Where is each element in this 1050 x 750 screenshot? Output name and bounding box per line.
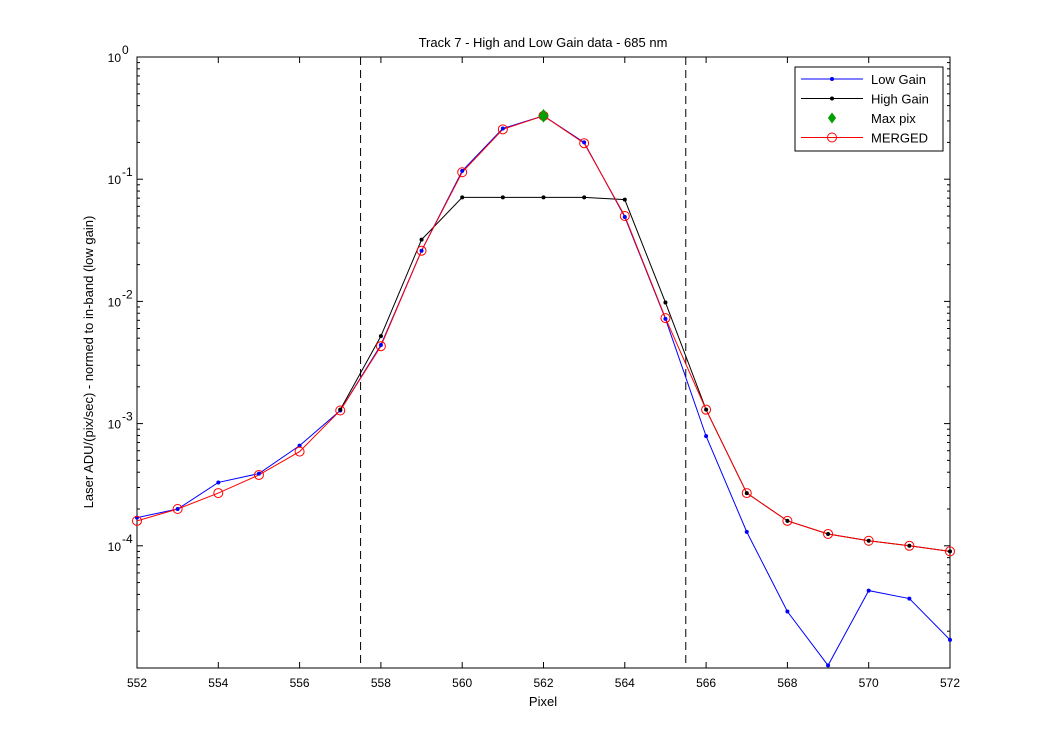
x-tick-label: 560 (452, 676, 472, 690)
y-tick-exponent: -1 (122, 165, 133, 179)
data-point-low-gain (704, 434, 709, 439)
x-tick-label: 554 (208, 676, 228, 690)
legend-label-merged: MERGED (871, 131, 928, 146)
x-tick-label: 568 (777, 676, 797, 690)
x-tick-label: 566 (696, 676, 716, 690)
data-point-merged (375, 341, 386, 352)
data-point-high-gain (704, 407, 709, 412)
data-point-merged (457, 167, 468, 178)
data-point-high-gain (338, 407, 343, 412)
data-point-high-gain (582, 195, 587, 200)
data-point-merged (701, 404, 712, 415)
data-point-high-gain (419, 237, 424, 242)
data-point-low-gain (256, 471, 261, 476)
legend-label-max-pix: Max pix (871, 111, 916, 126)
x-tick-label: 564 (615, 676, 635, 690)
data-point-merged (132, 515, 142, 526)
data-point-merged (335, 405, 346, 416)
x-tick-label: 558 (371, 676, 391, 690)
data-point-high-gain (460, 195, 465, 200)
data-point-high-gain (826, 531, 831, 536)
legend-label-low-gain: Low Gain (871, 72, 926, 87)
data-point-low-gain (866, 588, 871, 593)
data-point-merged (213, 488, 224, 499)
data-point-max-pix (538, 109, 549, 123)
y-tick-exponent: 0 (122, 43, 129, 57)
chart-title: Track 7 - High and Low Gain data - 685 n… (419, 35, 668, 50)
data-point-merged (823, 528, 834, 539)
legend: Low Gain High Gain Max pix MERGED (794, 66, 944, 152)
plot-area (136, 56, 951, 669)
y-axis-label: Laser ADU/(pix/sec) - normed to in-band … (81, 216, 96, 509)
data-point-low-gain (744, 529, 749, 534)
data-point-high-gain (500, 195, 505, 200)
data-point-merged (619, 210, 630, 221)
data-point-high-gain (907, 543, 912, 548)
y-tick-exponent: -3 (122, 410, 133, 424)
x-axis: 552 554 556 558 560 562 564 566 568 570 572 (127, 57, 960, 690)
data-point-low-gain (297, 443, 302, 448)
y-tick-exponent: -2 (122, 287, 133, 301)
legend-marker-high-gain (830, 96, 834, 101)
data-point-low-gain (216, 480, 221, 485)
y-tick-base: 10 (108, 418, 122, 432)
data-point-merged (904, 540, 915, 551)
vertical-reference-lines (360, 57, 687, 668)
y-tick-base: 10 (108, 295, 122, 309)
data-point-high-gain (744, 491, 749, 496)
data-point-merged (294, 446, 305, 457)
data-point-low-gain (622, 215, 627, 220)
legend-marker-low-gain (830, 77, 834, 81)
data-point-high-gain (622, 197, 627, 202)
data-point-merged (253, 469, 264, 480)
data-point-high-gain (785, 518, 790, 523)
data-point-merged (497, 124, 508, 135)
data-point-high-gain (948, 549, 952, 554)
y-tick-base: 10 (108, 540, 122, 554)
x-tick-label: 556 (290, 676, 310, 690)
x-tick-label: 552 (127, 676, 147, 690)
data-point-low-gain (582, 140, 587, 145)
data-point-merged (945, 546, 955, 557)
data-point-merged (172, 504, 183, 515)
data-point-merged (782, 515, 793, 526)
y-tick-base: 10 (108, 51, 122, 65)
data-point-high-gain (866, 538, 871, 543)
data-point-merged (741, 488, 752, 499)
y-tick-label: 10-4 (108, 532, 133, 554)
data-point-merged (863, 535, 874, 546)
y-tick-exponent: -4 (122, 532, 133, 546)
data-point-low-gain (460, 168, 465, 173)
y-tick-label: 100 (108, 43, 129, 65)
x-tick-label: 570 (859, 676, 879, 690)
data-point-low-gain (826, 663, 831, 668)
x-tick-label: 562 (533, 676, 553, 690)
y-tick-base: 10 (108, 173, 122, 187)
x-axis-label: Pixel (529, 694, 557, 709)
data-point-low-gain (175, 507, 180, 512)
data-point-high-gain (541, 195, 546, 200)
y-tick-label: 10-2 (108, 287, 133, 309)
data-point-low-gain (378, 342, 383, 347)
y-tick-label: 10-3 (108, 410, 133, 432)
data-point-merged (416, 245, 427, 256)
data-point-low-gain (948, 637, 952, 642)
data-point-high-gain (663, 300, 668, 305)
data-point-merged (579, 138, 590, 149)
data-point-high-gain (378, 334, 383, 339)
x-tick-label: 572 (940, 676, 960, 690)
legend-label-high-gain: High Gain (871, 92, 929, 107)
data-point-low-gain (663, 316, 668, 321)
y-tick-label: 10-1 (108, 165, 133, 187)
data-point-low-gain (907, 596, 912, 601)
data-point-low-gain (500, 126, 505, 131)
data-point-low-gain (419, 248, 424, 253)
data-point-merged (660, 313, 671, 324)
data-point-low-gain (785, 609, 790, 614)
marker-layer (132, 109, 955, 668)
legend-marker-merged (827, 132, 837, 143)
legend-marker-max-pix (827, 112, 837, 124)
